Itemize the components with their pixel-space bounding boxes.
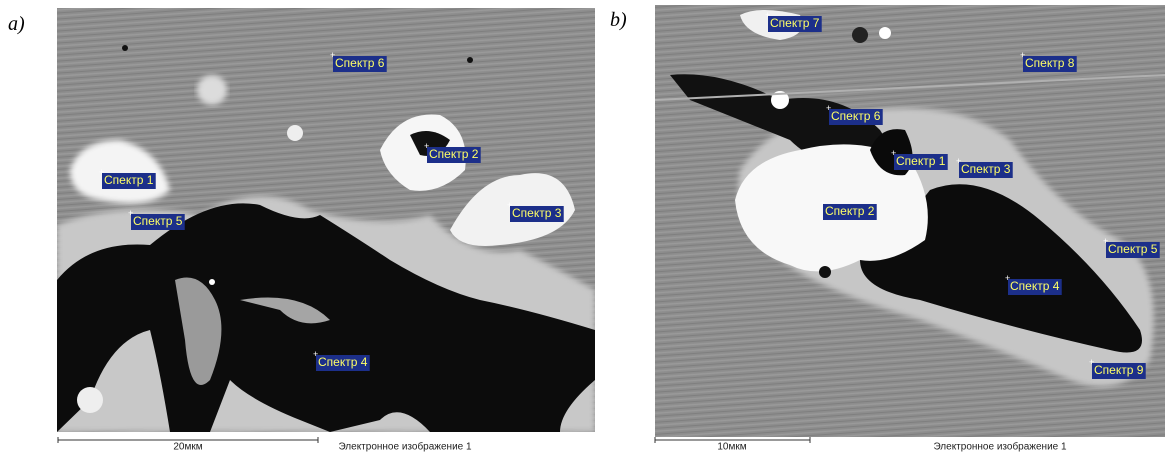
sem-image-b xyxy=(655,5,1165,437)
spectrum-label: Спектр 5 xyxy=(1108,242,1158,256)
figure: a) b) 20мкм Электронное изображение 1 10… xyxy=(0,0,1169,455)
spectrum-label: Спектр 7 xyxy=(770,16,820,30)
caption: Электронное изображение 1 xyxy=(933,441,1067,453)
scale-label: 10мкм xyxy=(717,442,746,453)
spectrum-label: Спектр 5 xyxy=(133,214,183,228)
panel-label: b) xyxy=(610,9,627,31)
spectrum-label: Спектр 2 xyxy=(429,147,479,161)
spectrum-label: Спектр 1 xyxy=(896,154,946,168)
spectrum-label: Спектр 1 xyxy=(104,173,154,187)
spectrum-label: Спектр 8 xyxy=(1025,56,1075,70)
spectrum-label: Спектр 4 xyxy=(1010,279,1060,293)
page: a) b) 20мкм Электронное изображение 1 10… xyxy=(0,0,1169,455)
spectrum-label: Спектр 6 xyxy=(831,109,881,123)
panel-label: a) xyxy=(8,13,25,35)
spectrum-label: Спектр 3 xyxy=(961,162,1011,176)
spectrum-label: Спектр 6 xyxy=(335,56,385,70)
scale-label: 20мкм xyxy=(173,442,202,453)
caption: Электронное изображение 1 xyxy=(338,441,472,453)
spectrum-label: Спектр 4 xyxy=(318,355,368,369)
spectrum-label: Спектр 9 xyxy=(1094,363,1144,377)
spectrum-label: Спектр 3 xyxy=(512,206,562,220)
spectrum-label: Спектр 2 xyxy=(825,204,875,218)
